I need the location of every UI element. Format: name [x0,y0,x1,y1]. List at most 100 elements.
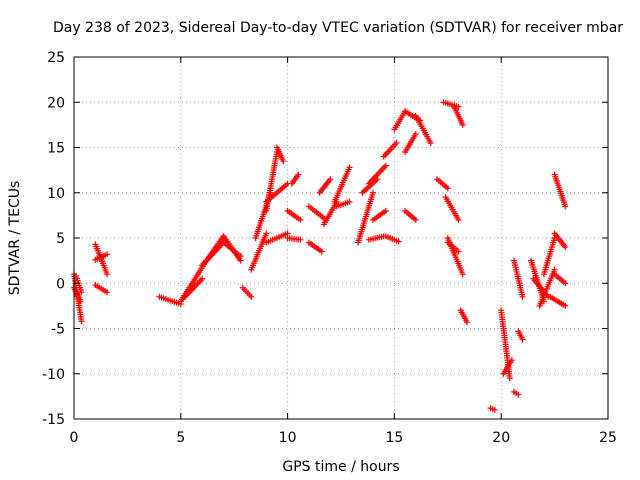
x-tick-labels: 0 5 10 15 20 25 [70,430,617,446]
y-tick-label: 10 [47,186,65,202]
data-segment [92,282,111,296]
data-segment [412,112,434,146]
data-point [295,171,302,178]
y-tick-label: 25 [47,50,65,66]
data-segment [248,230,270,273]
data-point [346,198,353,205]
data-point [237,253,244,260]
data-point [318,248,325,255]
data-segment [540,235,558,278]
data-segment [551,171,569,210]
data-points [71,99,569,413]
data-segment [457,307,471,326]
y-tick-label: 20 [47,95,65,111]
x-tick-label: 25 [599,430,617,446]
x-tick-label: 20 [492,430,510,446]
data-segment [444,239,462,255]
data-point [327,176,334,183]
data-segment [498,307,513,382]
data-point [412,216,419,223]
data-segment [316,176,334,196]
data-point [562,244,569,251]
data-segment [500,357,515,377]
data-point [78,318,85,325]
data-segment [391,108,409,133]
data-point [395,238,402,245]
y-tick-label: 0 [56,276,65,292]
data-point [444,185,451,192]
data-point [562,302,569,309]
data-segment [440,99,462,110]
grid-lines [74,57,608,419]
data-point [77,298,84,305]
y-tick-labels: -15 -10 -5 0 5 10 15 20 25 [42,50,65,428]
data-point [519,293,526,300]
data-point [427,139,434,146]
data-point [248,293,255,300]
data-point [491,406,498,413]
data-segment [515,328,526,343]
data-point [199,275,206,282]
data-segment [333,198,353,210]
data-segment [442,194,462,223]
data-point [393,139,400,146]
data-point [370,189,377,196]
data-segment [355,189,377,246]
x-tick-label: 5 [176,430,185,446]
data-point [508,357,515,364]
x-tick-label: 15 [385,430,403,446]
data-segment [199,239,227,269]
data-point [412,130,419,137]
y-tick-label: 5 [56,231,65,247]
data-segment [547,293,569,309]
x-tick-label: 10 [279,430,297,446]
data-point [562,280,569,287]
data-segment [380,139,400,160]
data-segment [511,388,522,398]
data-segment [71,284,84,305]
data-segment [434,176,451,192]
data-segment [263,230,291,246]
data-point [297,236,304,243]
data-point [382,207,389,214]
data-segment [536,266,558,309]
data-point [459,271,466,278]
data-point [104,251,111,258]
data-segment [365,233,387,243]
data-point [455,248,462,255]
data-segment [284,207,304,223]
data-segment [331,164,353,205]
y-tick-label: -10 [42,367,65,383]
data-segment [156,293,184,308]
data-point [464,319,471,326]
data-point [455,216,462,223]
data-point [104,289,111,296]
data-segment [273,144,287,165]
data-segment [320,198,340,228]
data-segment [370,207,389,223]
data-segment [511,257,526,300]
x-tick-label: 0 [70,430,79,446]
data-point [346,164,353,171]
data-point [519,336,526,343]
data-point [297,216,304,223]
chart-title: Day 238 of 2023, Sidereal Day-to-day VTE… [53,20,623,36]
data-segment [487,405,498,413]
data-segment [451,103,466,128]
data-point [459,121,466,128]
data-point [506,375,513,382]
data-point [382,162,389,169]
data-segment [239,284,255,300]
data-segment [365,162,389,187]
data-segment [402,207,419,223]
data-point [104,271,111,278]
data-point [515,391,522,398]
data-segment [182,275,206,300]
data-segment [382,233,402,245]
y-tick-label: 15 [47,141,65,157]
y-tick-label: -15 [42,412,65,428]
data-segment [402,130,419,156]
data-segment [73,273,85,296]
y-axis-label: SDTVAR / TECUs [7,181,23,296]
